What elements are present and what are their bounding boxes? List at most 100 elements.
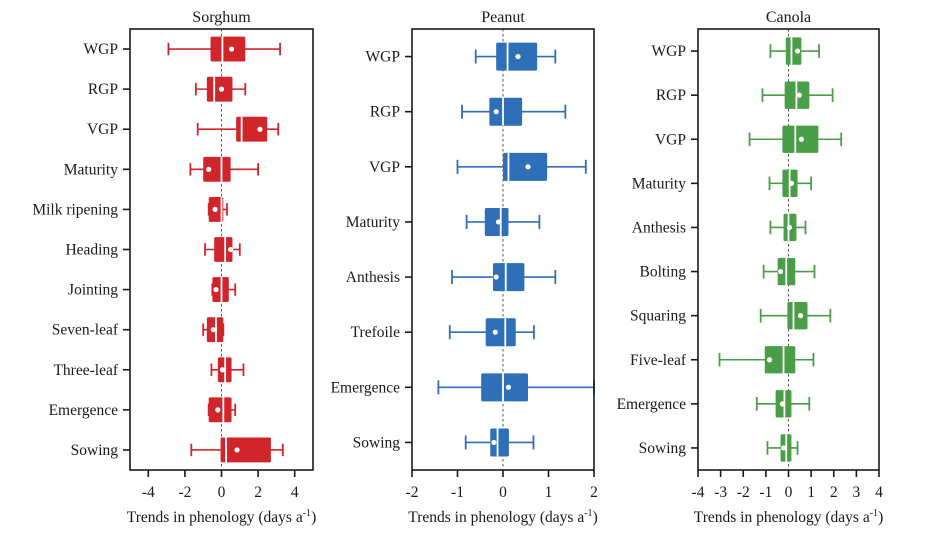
x-axis-label-superscript: -1: [870, 508, 878, 519]
box-jointing: [211, 277, 237, 303]
box-vgp: [456, 152, 587, 181]
y-tick-label: WGP: [652, 43, 686, 60]
x-tick-label: -2: [406, 484, 419, 501]
iqr-box: [503, 152, 548, 181]
y-tick-label: Anthesis: [632, 219, 686, 236]
iqr-box: [785, 37, 802, 65]
mean-marker: [215, 407, 221, 413]
x-tick-label: -3: [714, 484, 727, 501]
x-tick-label: -2: [178, 484, 191, 501]
x-tick-label: 4: [291, 484, 299, 501]
iqr-box: [764, 346, 796, 374]
iqr-box: [492, 263, 525, 292]
y-tick-label: RGP: [88, 81, 118, 98]
mean-marker: [777, 268, 784, 275]
mean-marker: [492, 329, 498, 335]
x-axis-label-close: ): [593, 509, 598, 526]
box-five-leaf: [718, 346, 815, 374]
y-tick-label: WGP: [366, 49, 400, 66]
x-tick-label: -1: [451, 484, 464, 501]
y-tick-label: Sowing: [639, 440, 687, 457]
mean-marker: [213, 286, 219, 293]
mean-marker: [491, 439, 497, 446]
x-tick-label: 1: [807, 484, 815, 501]
mean-marker: [495, 219, 502, 225]
y-tick-label: Five-leaf: [630, 352, 687, 369]
panel-title: Sorghum: [192, 9, 251, 26]
y-tick-label: Milk ripening: [32, 201, 118, 218]
mean-marker: [505, 384, 512, 390]
box-anthesis: [451, 263, 557, 292]
y-tick-label: Jointing: [68, 282, 118, 299]
box-emergence: [437, 373, 595, 402]
x-tick-label: 0: [218, 484, 226, 501]
mean-marker: [234, 447, 240, 453]
y-tick-label: Squaring: [630, 308, 686, 325]
box-bolting: [762, 257, 816, 286]
mean-marker: [796, 92, 802, 98]
x-axis-label-text: Trends in phenology (days a: [408, 509, 584, 526]
mean-marker: [206, 166, 212, 172]
panel-title: Canola: [766, 9, 811, 26]
box-seven-leaf: [202, 317, 225, 343]
iqr-box: [236, 116, 268, 142]
box-milk-ripening: [207, 196, 228, 222]
y-tick-label: Maturity: [64, 161, 118, 178]
x-tick-label: 2: [830, 484, 838, 501]
box-rgp: [194, 76, 247, 102]
mean-marker: [228, 46, 235, 52]
x-tick-label: -2: [737, 484, 750, 501]
x-tick-label: 2: [254, 484, 262, 501]
box-wgp: [167, 36, 281, 62]
box-rgp: [761, 81, 834, 109]
box-maturity: [465, 207, 541, 236]
x-axis-label: Trends in phenology (days a-1): [694, 508, 883, 526]
y-tick-label: RGP: [370, 104, 400, 121]
iqr-box: [490, 428, 509, 457]
box-heading: [204, 237, 241, 262]
box-trefoile: [448, 318, 535, 347]
box-emergence: [207, 397, 237, 423]
y-tick-label: VGP: [655, 131, 686, 148]
y-tick-label: Maturity: [632, 175, 686, 192]
y-tick-label: VGP: [369, 159, 400, 176]
x-axis-label: Trends in phenology (days a-1): [408, 508, 597, 526]
iqr-box: [489, 97, 523, 126]
box-sowing: [464, 428, 535, 457]
mean-marker: [786, 224, 793, 231]
y-tick-label: Anthesis: [346, 269, 400, 286]
y-tick-label: Emergence: [49, 402, 119, 419]
box-maturity: [768, 169, 813, 198]
mean-marker: [525, 164, 531, 170]
x-tick-label: 2: [590, 484, 598, 501]
mean-marker: [228, 246, 234, 253]
y-tick-label: Emergence: [617, 396, 687, 413]
iqr-box: [220, 437, 271, 463]
x-tick-label: 0: [499, 484, 507, 501]
y-tick-label: Heading: [65, 242, 118, 259]
y-tick-label: Maturity: [346, 214, 400, 231]
box-emergence: [755, 390, 811, 418]
x-axis-label-text: Trends in phenology (days a: [694, 509, 870, 526]
y-tick-label: Emergence: [331, 379, 401, 396]
iqr-box: [212, 277, 229, 303]
x-axis-label-close: ): [311, 509, 316, 526]
mean-marker: [798, 136, 804, 142]
x-tick-label: -4: [142, 484, 155, 501]
iqr-box: [214, 237, 233, 262]
x-tick-label: 1: [545, 484, 553, 501]
box-wgp: [769, 37, 820, 65]
mean-marker: [218, 86, 225, 92]
box-wgp: [474, 42, 557, 71]
x-tick-label: 0: [785, 484, 793, 501]
x-axis-label: Trends in phenology (days a-1): [127, 508, 316, 526]
mean-marker: [212, 206, 218, 213]
y-tick-label: Sowing: [71, 442, 119, 459]
mean-marker: [794, 48, 801, 54]
mean-marker: [797, 313, 804, 319]
box-sowing: [190, 437, 284, 463]
mean-marker: [766, 357, 773, 363]
y-tick-label: RGP: [656, 87, 686, 104]
x-axis-label-close: ): [878, 509, 883, 526]
